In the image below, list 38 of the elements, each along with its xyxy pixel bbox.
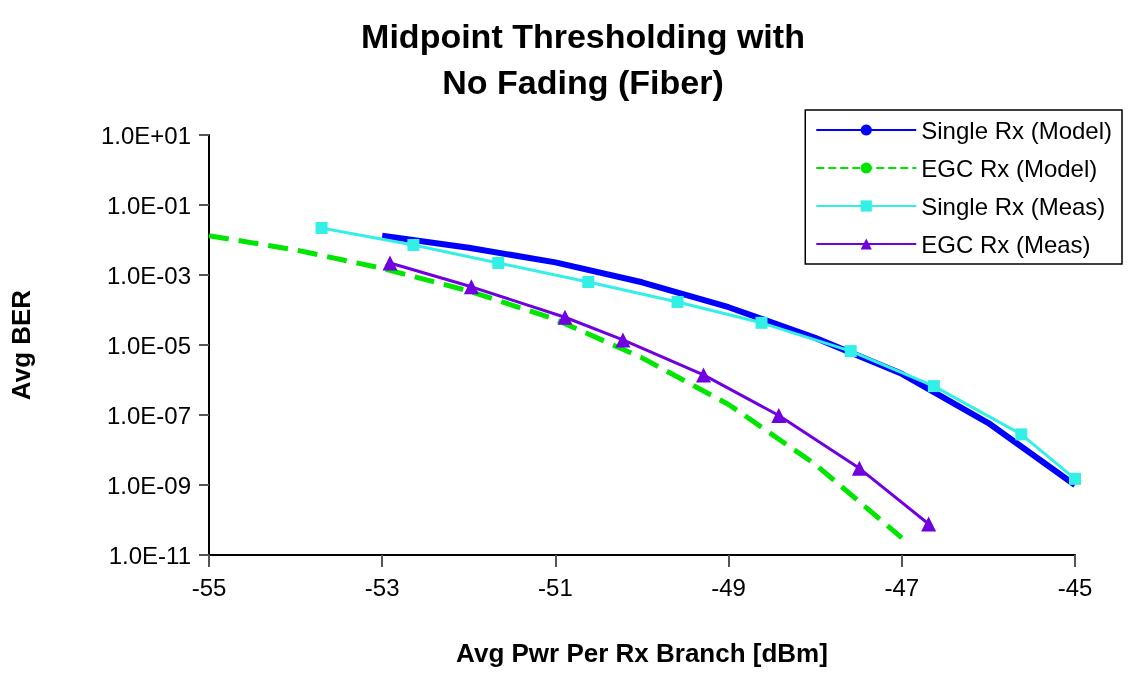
chart-title: Midpoint Thresholding with No Fading (Fiber) xyxy=(361,17,805,101)
x-tick-label: -53 xyxy=(364,573,400,601)
legend-label: Single Rx (Meas) xyxy=(921,192,1106,220)
point xyxy=(492,257,505,270)
x-axis-title: Avg Pwr Per Rx Branch [dBm] xyxy=(456,638,828,668)
y-tick-label: 1.0E-09 xyxy=(106,471,191,499)
point xyxy=(851,460,867,476)
y-tick-label: 1.0E-01 xyxy=(106,191,191,219)
y-axis-title: Avg BER xyxy=(6,289,36,401)
point xyxy=(844,345,857,358)
point xyxy=(671,295,684,308)
legend-label: EGC Rx (Meas) xyxy=(921,230,1091,258)
point xyxy=(771,407,787,423)
point xyxy=(407,238,420,251)
x-tick-label: -45 xyxy=(1057,573,1093,601)
point xyxy=(1069,472,1081,485)
legend-label: Single Rx (Model) xyxy=(921,116,1112,144)
point xyxy=(315,222,328,235)
x-tick-label: -49 xyxy=(711,573,746,601)
point xyxy=(755,316,768,329)
point xyxy=(615,332,631,348)
point xyxy=(382,255,398,271)
x-tick-label: -51 xyxy=(538,573,573,601)
x-tick-label: -47 xyxy=(884,573,920,601)
legend-label: EGC Rx (Model) xyxy=(921,154,1098,182)
point xyxy=(463,279,479,295)
y-tick-label: 1.0E-11 xyxy=(108,541,191,569)
x-tick-label: -55 xyxy=(191,573,227,601)
point xyxy=(582,276,595,289)
y-tick-label: 1.0E-03 xyxy=(106,261,191,289)
y-tick-label: 1.0E-07 xyxy=(106,401,191,429)
y-tick-label: 1.0E-05 xyxy=(106,331,191,359)
point xyxy=(1015,428,1028,441)
point xyxy=(695,367,711,383)
point xyxy=(927,380,940,393)
point xyxy=(557,309,573,325)
y-tick-label: 1.0E+01 xyxy=(100,121,191,149)
point xyxy=(921,516,937,532)
